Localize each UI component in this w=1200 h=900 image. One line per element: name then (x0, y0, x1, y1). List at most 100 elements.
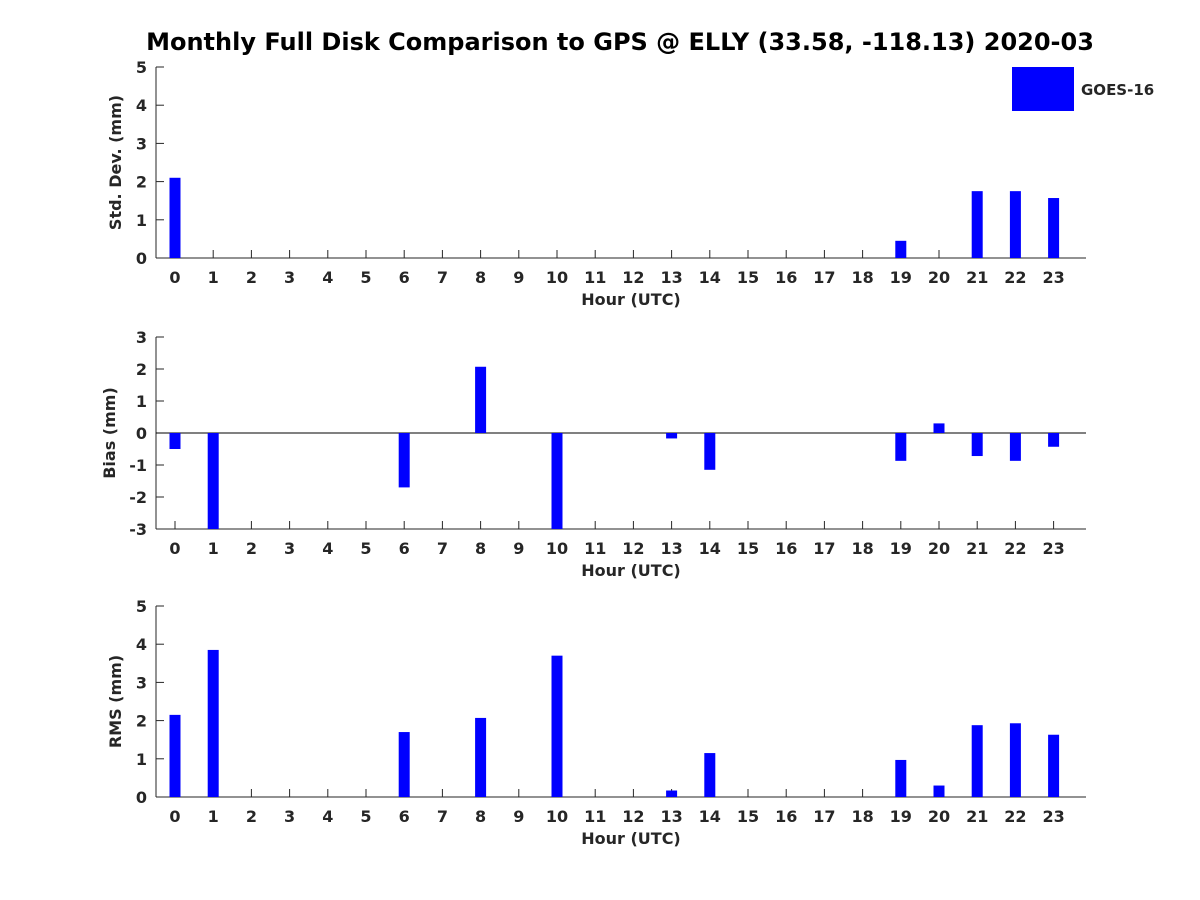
x-tick-label: 14 (699, 268, 721, 287)
x-tick-label: 10 (546, 539, 568, 558)
x-tick-label: 14 (699, 807, 721, 826)
bar (933, 785, 945, 797)
x-tick-label: 11 (584, 807, 606, 826)
x-tick-label: 0 (169, 807, 180, 826)
x-tick-label: 5 (360, 539, 371, 558)
x-tick-label: 15 (737, 539, 759, 558)
x-tick-label: 6 (399, 268, 410, 287)
bar (398, 433, 410, 488)
bar (704, 433, 716, 470)
x-axis-label: Hour (UTC) (581, 290, 681, 309)
x-tick-label: 23 (1042, 807, 1064, 826)
x-tick-label: 17 (813, 807, 835, 826)
x-tick-label: 10 (546, 268, 568, 287)
y-tick-label: 3 (136, 673, 147, 692)
y-tick-label: 4 (136, 635, 147, 654)
y-tick-label: 0 (136, 788, 147, 807)
x-tick-label: 20 (928, 268, 950, 287)
y-tick-label: 2 (136, 712, 147, 731)
x-tick-label: 23 (1042, 268, 1064, 287)
x-tick-label: 19 (890, 807, 912, 826)
bar (933, 423, 945, 433)
bar (207, 649, 219, 797)
x-tick-label: 21 (966, 539, 988, 558)
bar (169, 433, 181, 449)
x-tick-label: 20 (928, 539, 950, 558)
x-tick-label: 7 (437, 268, 448, 287)
x-tick-label: 22 (1004, 807, 1026, 826)
x-tick-label: 7 (437, 539, 448, 558)
x-tick-label: 18 (851, 539, 873, 558)
x-tick-label: 17 (813, 268, 835, 287)
x-tick-label: 3 (284, 807, 295, 826)
bar (1009, 723, 1021, 797)
x-axis-label: Hour (UTC) (581, 561, 681, 580)
x-tick-label: 11 (584, 268, 606, 287)
x-tick-label: 16 (775, 539, 797, 558)
y-tick-label: 2 (136, 360, 147, 379)
bar (666, 433, 678, 439)
bar (971, 433, 983, 457)
bar (971, 725, 983, 797)
x-tick-label: 22 (1004, 268, 1026, 287)
bar (169, 714, 181, 797)
bar (1009, 191, 1021, 258)
bar (895, 759, 907, 797)
x-tick-label: 23 (1042, 539, 1064, 558)
bar (169, 177, 181, 258)
bar (1009, 433, 1021, 461)
bar (895, 240, 907, 258)
x-tick-label: 13 (660, 539, 682, 558)
y-tick-label: 3 (136, 134, 147, 153)
x-tick-label: 1 (208, 807, 219, 826)
x-axis-label: Hour (UTC) (581, 829, 681, 848)
bar (895, 433, 907, 461)
bar (1048, 734, 1060, 797)
x-tick-label: 8 (475, 268, 486, 287)
x-tick-label: 9 (513, 268, 524, 287)
x-tick-label: 22 (1004, 539, 1026, 558)
legend-swatch (1012, 67, 1074, 111)
y-tick-label: 5 (136, 597, 147, 616)
y-tick-label: 2 (136, 173, 147, 192)
bar (207, 433, 219, 529)
x-tick-label: 3 (284, 268, 295, 287)
y-tick-label: 1 (136, 750, 147, 769)
bar (398, 732, 410, 797)
y-tick-label: 4 (136, 96, 147, 115)
x-tick-label: 14 (699, 539, 721, 558)
bar (1048, 198, 1060, 258)
x-tick-label: 9 (513, 807, 524, 826)
y-tick-label: 1 (136, 211, 147, 230)
bar (971, 191, 983, 258)
y-tick-label: 0 (136, 249, 147, 268)
x-tick-label: 15 (737, 807, 759, 826)
x-tick-label: 13 (660, 268, 682, 287)
x-tick-label: 13 (660, 807, 682, 826)
y-axis-label: RMS (mm) (106, 655, 125, 748)
chart-title: Monthly Full Disk Comparison to GPS @ EL… (146, 28, 1094, 56)
x-tick-label: 2 (246, 268, 257, 287)
y-tick-label: 5 (136, 58, 147, 77)
x-tick-label: 12 (622, 539, 644, 558)
x-tick-label: 1 (208, 268, 219, 287)
x-tick-label: 21 (966, 807, 988, 826)
x-tick-label: 1 (208, 539, 219, 558)
x-tick-label: 8 (475, 807, 486, 826)
x-tick-label: 5 (360, 807, 371, 826)
y-tick-label: 3 (136, 328, 147, 347)
bar (1048, 433, 1060, 447)
y-tick-label: -3 (129, 520, 147, 539)
x-tick-label: 16 (775, 807, 797, 826)
x-tick-label: 4 (322, 539, 333, 558)
x-tick-label: 2 (246, 807, 257, 826)
x-tick-label: 9 (513, 539, 524, 558)
bar (475, 717, 487, 797)
x-tick-label: 0 (169, 539, 180, 558)
x-tick-label: 19 (890, 268, 912, 287)
x-tick-label: 18 (851, 268, 873, 287)
x-tick-label: 15 (737, 268, 759, 287)
x-tick-label: 6 (399, 539, 410, 558)
